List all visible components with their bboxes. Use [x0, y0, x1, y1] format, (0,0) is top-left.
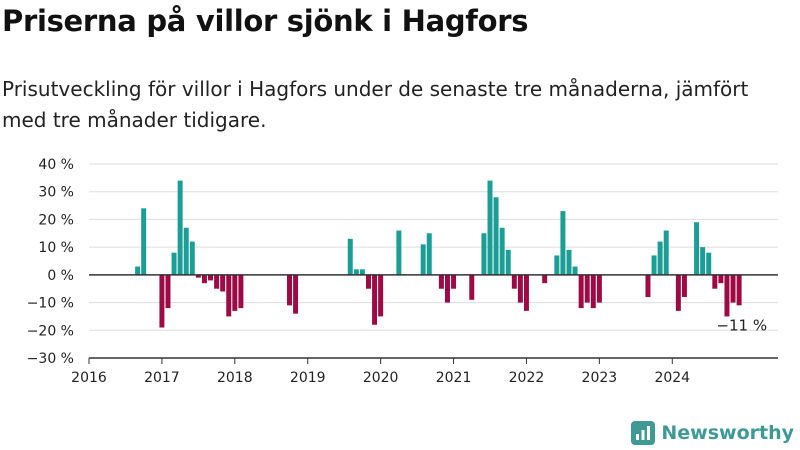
bar-positive — [487, 180, 493, 275]
bar-negative — [378, 274, 384, 317]
annotation-label: −11 % — [716, 316, 767, 334]
brand-name: Newsworthy — [661, 422, 794, 444]
y-tick-label: 10 % — [38, 240, 74, 256]
bar-positive — [657, 241, 663, 275]
bar-positive — [554, 255, 560, 275]
x-tick-label: 2017 — [144, 370, 180, 386]
bar-negative — [718, 274, 724, 284]
y-tick-label: 0 % — [47, 268, 74, 284]
bar-negative — [232, 274, 238, 311]
y-tick-label: −30 % — [27, 351, 74, 367]
bar-negative — [712, 274, 718, 289]
bar-negative — [220, 274, 226, 292]
bar-positive — [694, 222, 700, 275]
bar-positive — [177, 180, 183, 275]
bar-chart: −30 %−20 %−10 %0 %10 %20 %30 %40 % 2016 2… — [27, 157, 778, 386]
bar-positive — [572, 266, 578, 275]
bar-positive — [420, 244, 426, 275]
bar-negative — [578, 274, 584, 309]
bar-positive — [560, 211, 566, 275]
bar-positive — [651, 255, 657, 275]
bar-positive — [499, 227, 505, 275]
bar-positive — [426, 233, 432, 275]
bar-negative — [681, 274, 687, 298]
bar-positive — [141, 208, 147, 275]
bar-negative — [730, 274, 736, 303]
y-tick-label: 40 % — [38, 157, 74, 173]
page-subtitle: Prisutveckling för villor i Hagfors unde… — [2, 77, 749, 132]
bar-negative — [511, 274, 517, 289]
x-tick-label: 2023 — [582, 370, 618, 386]
bar-positive — [347, 238, 353, 275]
bar-positive — [706, 252, 712, 275]
bar-negative — [584, 274, 590, 303]
bar-negative — [523, 274, 529, 311]
bar-negative — [596, 274, 602, 303]
bar-negative — [238, 274, 244, 309]
bar-positive — [171, 252, 177, 275]
bar-positive — [663, 230, 669, 275]
bar-negative — [214, 274, 220, 289]
bar-positive — [493, 197, 499, 275]
x-tick-label: 2016 — [71, 370, 107, 386]
bar-positive — [189, 241, 195, 275]
bar-negative — [438, 274, 444, 289]
x-tick-label: 2018 — [217, 370, 253, 386]
bars — [135, 180, 742, 328]
bar-positive — [700, 247, 706, 275]
newsworthy-logo-icon — [631, 421, 656, 445]
bar-negative — [736, 274, 742, 306]
bar-negative — [469, 274, 475, 300]
x-tick-label: 2022 — [509, 370, 545, 386]
bar-negative — [365, 274, 371, 289]
bar-negative — [517, 274, 523, 303]
x-axis-ticks: 2016 2017 2018 2019 2020 2021 2022 2023 2024 — [71, 358, 690, 386]
bar-positive — [135, 266, 141, 275]
bar-negative — [590, 274, 596, 309]
bar-positive — [481, 233, 487, 275]
bar-negative — [293, 274, 299, 314]
bar-negative — [372, 274, 378, 325]
bar-negative — [165, 274, 171, 309]
bar-positive — [359, 269, 365, 275]
bar-negative — [444, 274, 450, 303]
bar-positive — [353, 269, 359, 275]
y-axis-tick-labels: −30 % −20 % −10 % 0 % 10 % 20 % 30 % 40 % — [27, 157, 74, 367]
bar-negative — [724, 274, 730, 317]
page-title: Priserna på villor sjönk i Hagfors — [2, 4, 529, 38]
y-tick-label: −10 % — [27, 296, 74, 312]
y-tick-label: 30 % — [38, 185, 74, 201]
bar-negative — [451, 274, 457, 289]
y-tick-label: −20 % — [27, 323, 74, 339]
x-tick-label: 2024 — [654, 370, 690, 386]
brand: Newsworthy — [631, 421, 794, 445]
bar-negative — [287, 274, 292, 306]
bar-negative — [208, 274, 214, 281]
bar-negative — [542, 274, 548, 284]
x-tick-label: 2021 — [436, 370, 472, 386]
bar-negative — [159, 274, 165, 328]
bar-positive — [566, 249, 572, 275]
annotations: −11 % — [716, 316, 767, 334]
y-tick-label: 20 % — [38, 212, 74, 228]
bar-negative — [201, 274, 207, 284]
bar-positive — [396, 230, 402, 275]
bar-negative — [226, 274, 232, 317]
bar-positive — [183, 227, 189, 275]
bar-positive — [505, 249, 511, 275]
bar-negative — [645, 274, 651, 298]
bar-negative — [675, 274, 681, 311]
x-tick-label: 2019 — [290, 370, 326, 386]
bar-negative — [195, 274, 201, 278]
x-tick-label: 2020 — [363, 370, 399, 386]
